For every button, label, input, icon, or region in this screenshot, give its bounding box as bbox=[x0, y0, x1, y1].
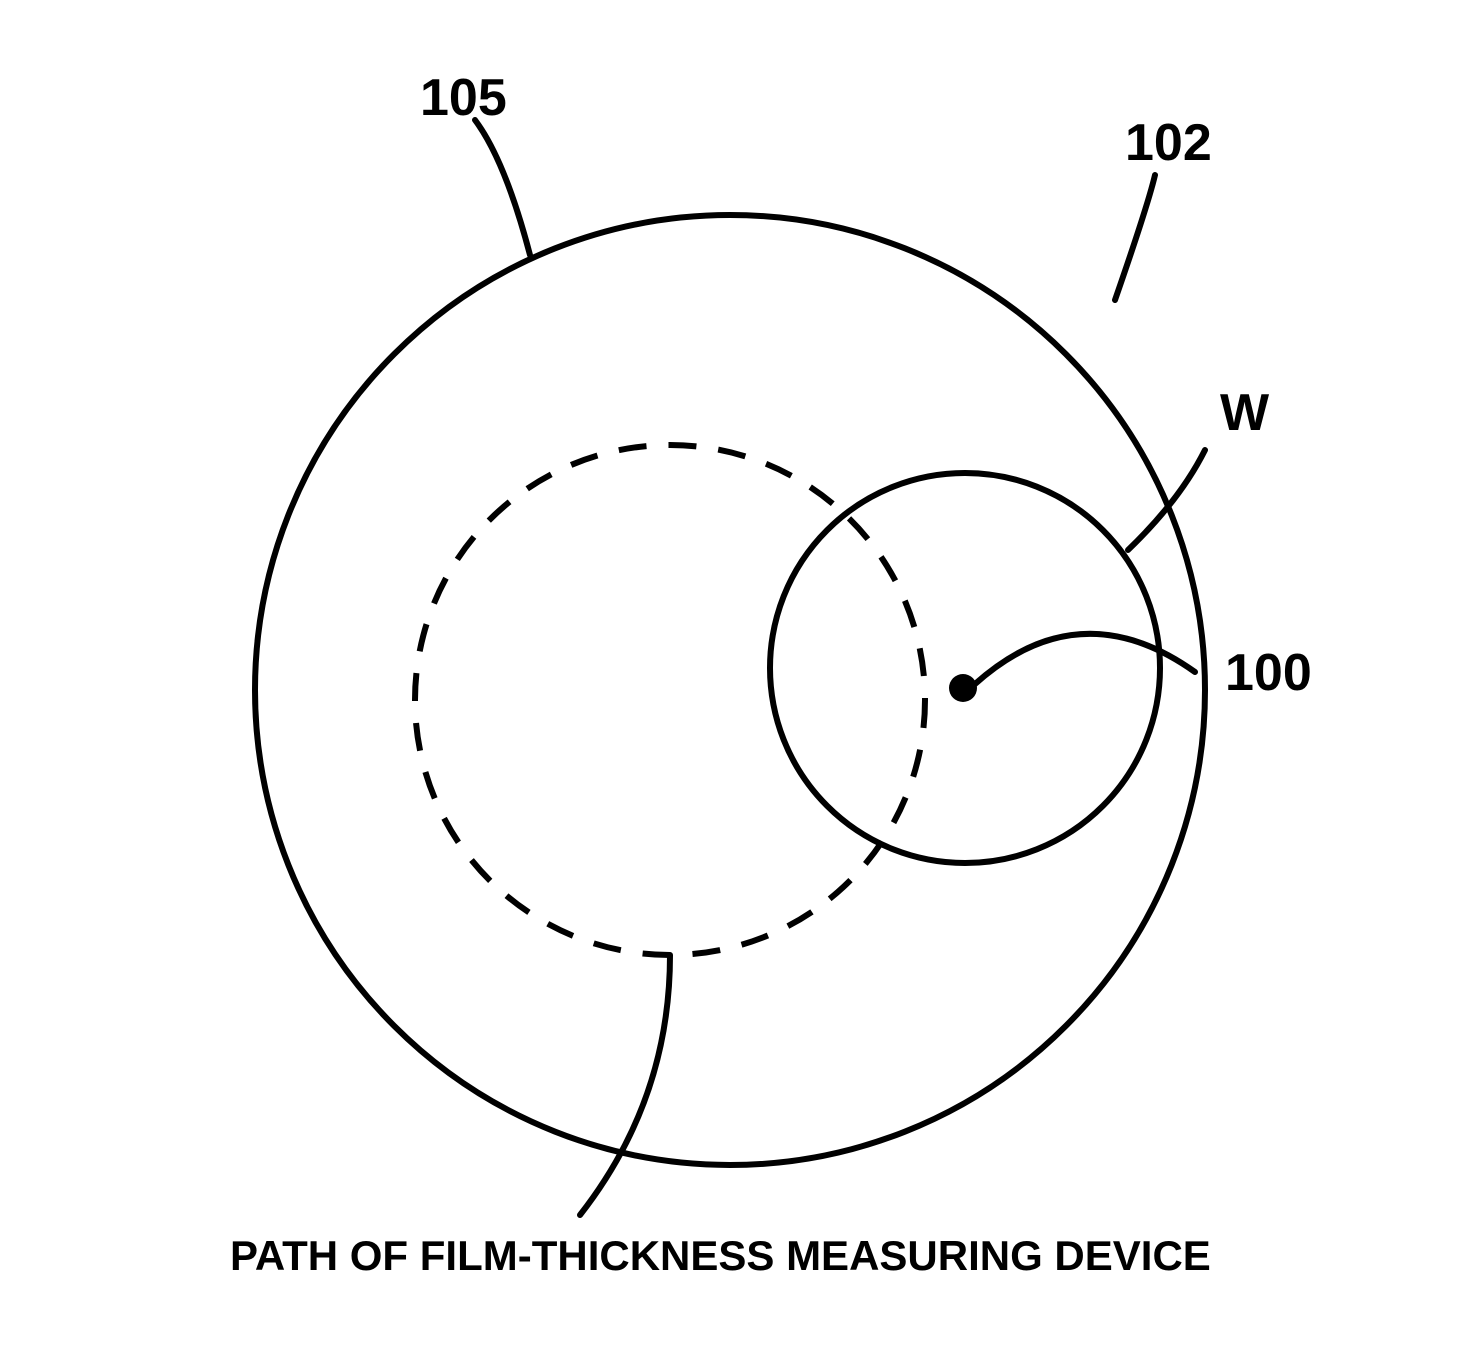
label-w: W bbox=[1220, 384, 1270, 442]
leader-105 bbox=[475, 120, 530, 255]
leader-102 bbox=[1115, 175, 1155, 300]
wafer-circle bbox=[770, 473, 1160, 863]
dashed-path-circle bbox=[415, 445, 925, 955]
label-100: 100 bbox=[1225, 644, 1312, 702]
label-105: 105 bbox=[420, 69, 507, 127]
caption-text: PATH OF FILM-THICKNESS MEASURING DEVICE bbox=[230, 1232, 1211, 1279]
diagram-canvas: 105 102 W 100 PATH OF FILM-THICKNESS MEA… bbox=[0, 0, 1481, 1348]
center-point-100 bbox=[949, 674, 977, 702]
outer-circle bbox=[255, 215, 1205, 1165]
label-102: 102 bbox=[1125, 114, 1212, 172]
leader-caption bbox=[580, 955, 670, 1215]
